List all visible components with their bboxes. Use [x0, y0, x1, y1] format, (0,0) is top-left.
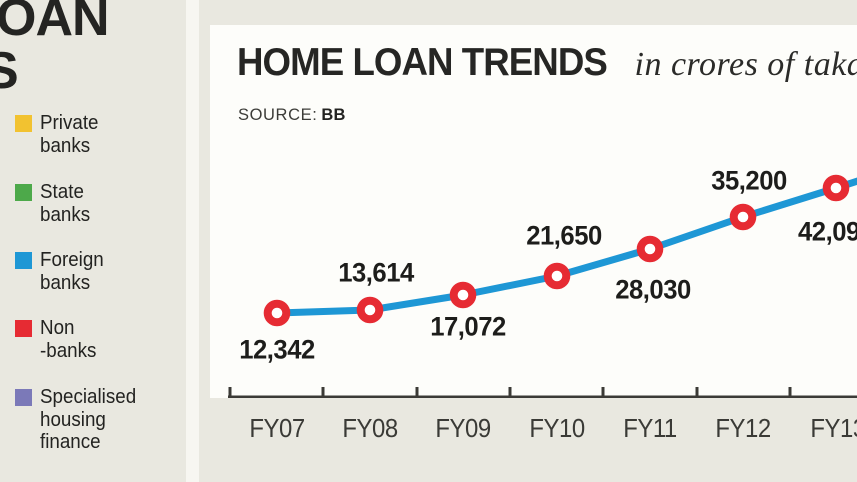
x-tick-label-fy08: FY08 [342, 413, 398, 443]
chart-subtitle: in crores of taka [634, 46, 857, 83]
data-point-marker-fy07 [263, 299, 291, 327]
legend-text-line: Private [40, 112, 99, 134]
x-tick-label-fy07: FY07 [249, 413, 305, 443]
legend-text-line: banks [40, 271, 91, 294]
clipped-headline-line2: S [0, 42, 19, 101]
legend-text-line: finance [40, 431, 101, 453]
legend-text-line: Specialised [40, 386, 137, 408]
private-banks-swatch [15, 115, 32, 132]
specialised-housing-finance-swatch [15, 389, 32, 406]
non-banks-swatch [15, 320, 32, 337]
legend-label: State banks [40, 181, 186, 226]
x-tick-label-fy12: FY12 [715, 413, 771, 443]
legend-item-private-banks: Private banks [15, 112, 195, 157]
data-label-fy07: 12,342 [239, 334, 315, 365]
legend-text-line: housing [40, 408, 106, 431]
legend-item-state-banks: State banks [15, 181, 195, 226]
legend-text-line: -banks [40, 339, 97, 362]
data-label-fy13: 42,090 [798, 216, 857, 247]
source-row: SOURCE: BB [238, 106, 346, 125]
legend-text-line: banks [40, 134, 91, 157]
data-label-fy08: 13,614 [338, 257, 414, 288]
data-point-marker-fy08 [356, 296, 384, 324]
data-point-markers [263, 174, 850, 327]
data-label-fy09: 17,072 [430, 311, 506, 342]
source-value: BB [321, 106, 346, 124]
trend-line [273, 177, 857, 317]
legend-label: Specialised housing finance [40, 386, 186, 454]
legend-text-line: Foreign [40, 249, 104, 271]
data-point-marker-fy11 [636, 235, 664, 263]
legend-label: Private banks [40, 112, 186, 157]
x-axis-ticks [228, 387, 792, 398]
column-divider [186, 0, 199, 482]
source-label: SOURCE: [238, 106, 318, 124]
data-point-marker-fy13 [822, 174, 850, 202]
foreign-banks-swatch [15, 252, 32, 269]
legend-item-specialised-housing-finance: Specialised housing finance [15, 386, 195, 454]
legend-text-line: banks [40, 203, 91, 226]
legend-item-foreign-banks: Foreign banks [15, 249, 195, 294]
x-tick-label-fy13: FY13 [810, 413, 857, 443]
line-chart-plot [228, 174, 857, 398]
legend-text-line: State [40, 181, 84, 203]
state-banks-swatch [15, 184, 32, 201]
data-point-marker-fy12 [729, 203, 757, 231]
legend-item-non-banks: Non -banks [15, 317, 195, 362]
clipped-headline-line1: OAN [0, 0, 110, 47]
x-tick-label-fy09: FY09 [435, 413, 491, 443]
chart-panel: HOME LOAN TRENDS in crores of taka SOURCE… [210, 25, 857, 398]
data-label-fy11: 28,030 [615, 274, 691, 305]
data-point-marker-fy09 [449, 281, 477, 309]
data-label-fy10: 21,650 [526, 220, 602, 251]
chart-title: HOME LOAN TRENDS [237, 41, 608, 84]
legend-label: Non -banks [40, 317, 186, 362]
x-tick-label-fy11: FY11 [623, 413, 677, 443]
data-point-marker-fy10 [543, 262, 571, 290]
chart-title-row: HOME LOAN TRENDS in crores of taka [237, 41, 857, 85]
legend-label: Foreign banks [40, 249, 186, 294]
legend-text-line: Non [40, 317, 75, 339]
clipped-headline: OAN S [0, 0, 110, 101]
data-label-fy12: 35,200 [711, 165, 787, 196]
x-tick-label-fy10: FY10 [529, 413, 585, 443]
